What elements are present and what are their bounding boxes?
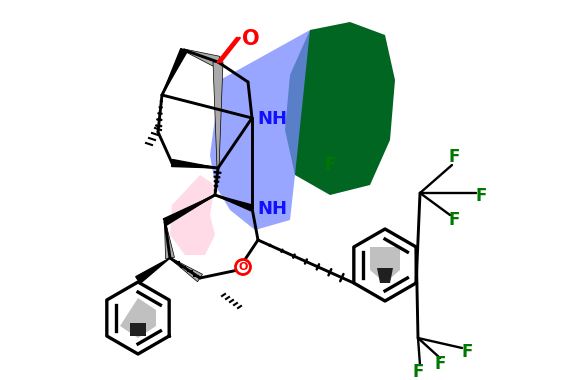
Polygon shape bbox=[285, 22, 395, 195]
Polygon shape bbox=[215, 195, 253, 211]
Text: F: F bbox=[461, 343, 473, 361]
Polygon shape bbox=[377, 268, 393, 283]
Polygon shape bbox=[172, 160, 218, 168]
Polygon shape bbox=[184, 49, 220, 68]
Polygon shape bbox=[213, 62, 223, 168]
Polygon shape bbox=[370, 247, 400, 283]
Text: F: F bbox=[434, 355, 446, 373]
Polygon shape bbox=[170, 175, 215, 255]
Text: F: F bbox=[412, 363, 424, 380]
Text: NH: NH bbox=[257, 200, 287, 218]
Polygon shape bbox=[162, 49, 187, 95]
Polygon shape bbox=[136, 258, 170, 283]
Text: F: F bbox=[324, 156, 336, 174]
Text: F: F bbox=[448, 211, 460, 229]
Text: O: O bbox=[242, 29, 260, 49]
Text: NH: NH bbox=[257, 110, 287, 128]
Circle shape bbox=[236, 260, 251, 274]
Polygon shape bbox=[130, 323, 146, 336]
Polygon shape bbox=[165, 222, 175, 259]
Text: O: O bbox=[238, 263, 248, 272]
Polygon shape bbox=[120, 298, 156, 338]
Polygon shape bbox=[164, 195, 215, 225]
Text: F: F bbox=[448, 148, 460, 166]
Polygon shape bbox=[170, 258, 203, 282]
Polygon shape bbox=[210, 30, 310, 230]
Text: F: F bbox=[475, 187, 487, 205]
